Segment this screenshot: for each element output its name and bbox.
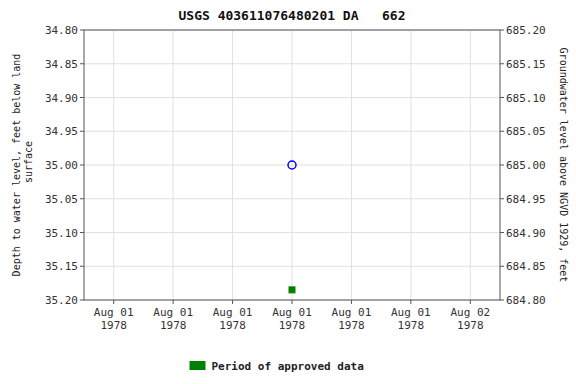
text-line: Aug 02 (450, 306, 490, 319)
y2-tick-label: 685.05 (506, 125, 546, 138)
text-line: Aug 01 (332, 306, 372, 319)
y-tick-label: 35.10 (45, 227, 78, 240)
grid (84, 30, 500, 300)
legend: Period of approved data (190, 360, 364, 373)
tick-mark (500, 97, 504, 98)
grid-line (351, 30, 352, 300)
background (0, 0, 576, 384)
circle-marker (288, 161, 296, 169)
tick-mark (232, 300, 233, 304)
text-line: 1978 (160, 319, 187, 332)
y-tick-label: 35.20 (45, 294, 78, 307)
y2-tick-label: 684.85 (506, 260, 546, 273)
y2-tick-label: 685.10 (506, 92, 546, 105)
grid-line (470, 30, 471, 300)
y2-tick-label: 685.20 (506, 24, 546, 37)
text-line: Groundwater level above NGVD 1929, feet (558, 48, 569, 283)
text-line: 1978 (279, 319, 306, 332)
tick-mark (500, 232, 504, 233)
tick-mark (292, 300, 293, 304)
text-line: Aug 01 (153, 306, 193, 319)
tick-mark (80, 131, 84, 132)
tick-mark (80, 30, 84, 31)
y-tick-label: 34.90 (45, 92, 78, 105)
marks (288, 161, 296, 293)
tick-mark (173, 300, 174, 304)
tick-mark (113, 300, 114, 304)
text-line: surface (23, 141, 34, 189)
text-line: Aug 01 (94, 306, 134, 319)
title: USGS 403611076480201 DA 662 (179, 8, 406, 23)
legend-swatch (190, 361, 206, 370)
y-tick-label: 35.15 (45, 260, 78, 273)
text-line: 1978 (398, 319, 425, 332)
y2-tick-label: 685.00 (506, 159, 546, 172)
tick-mark (500, 63, 504, 64)
text-line: Aug 01 (272, 306, 312, 319)
x-tick-label: Aug 011978 (391, 306, 431, 332)
y-tick-label: 35.05 (45, 193, 78, 206)
chart: 34.80 34.85 34.90 34.95 35.00 35.05 35.10 35.15… (0, 0, 576, 384)
grid-line (410, 30, 411, 300)
y2-tick-label: 684.80 (506, 294, 546, 307)
square-marker (289, 287, 295, 293)
x-tick-label: Aug 011978 (213, 306, 253, 332)
plot-frame (84, 30, 500, 300)
y-tick-label: 34.85 (45, 58, 78, 71)
legend-label: Period of approved data (212, 360, 364, 373)
y2-tick-label: 685.15 (506, 58, 546, 71)
tick-mark (80, 300, 84, 301)
x-tick-label: Aug 011978 (153, 306, 193, 332)
text-line: 1978 (100, 319, 127, 332)
y-axis-label: Depth to water level, feet below land su… (11, 54, 34, 277)
y-tick-label: 35.00 (45, 159, 78, 172)
x-tick-label: Aug 011978 (94, 306, 134, 332)
tick-mark (500, 165, 504, 166)
grid-line (232, 30, 233, 300)
text-line: Aug 01 (213, 306, 253, 319)
tick-mark (80, 232, 84, 233)
tick-mark (351, 300, 352, 304)
text-line: Depth to water level, feet below land (11, 54, 22, 277)
y2-tick-label: 684.95 (506, 193, 546, 206)
tick-mark (500, 30, 504, 31)
tick-mark (80, 266, 84, 267)
grid-line (173, 30, 174, 300)
tick-mark (500, 300, 504, 301)
text-line: 1978 (338, 319, 365, 332)
y2-tick-label: 684.90 (506, 227, 546, 240)
tick-mark (80, 97, 84, 98)
tick-mark (500, 266, 504, 267)
tick-mark (80, 165, 84, 166)
tick-mark (410, 300, 411, 304)
tick-mark (470, 300, 471, 304)
grid-line (113, 30, 114, 300)
tick-mark (80, 63, 84, 64)
x-tick-label: Aug 011978 (272, 306, 312, 332)
y2-axis-label: Groundwater level above NGVD 1929, feet (558, 48, 569, 283)
tick-mark (500, 131, 504, 132)
grid-line (292, 30, 293, 300)
x-tick-label: Aug 021978 (450, 306, 490, 332)
text-line: Aug 01 (391, 306, 431, 319)
tick-mark (500, 198, 504, 199)
tick-mark (80, 198, 84, 199)
text-line: 1978 (457, 319, 484, 332)
y-tick-label: 34.80 (45, 24, 78, 37)
x-tick-label: Aug 011978 (332, 306, 372, 332)
y-tick-label: 34.95 (45, 125, 78, 138)
text-line: 1978 (219, 319, 246, 332)
axes: 34.80 34.85 34.90 34.95 35.00 35.05 35.10 35.15… (45, 24, 546, 332)
